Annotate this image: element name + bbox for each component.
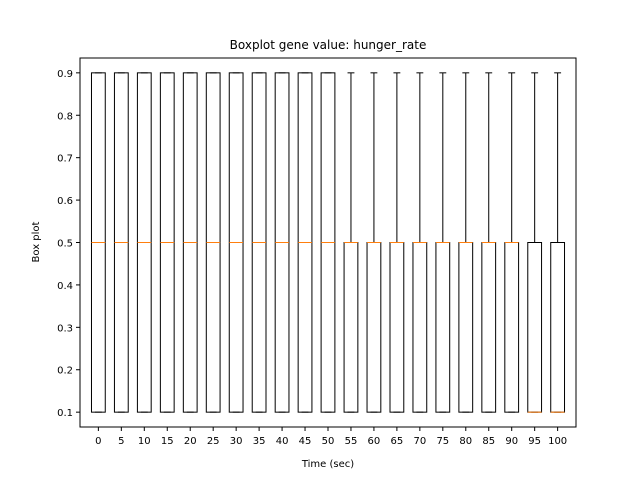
x-axis: 0 5 10 15 20 25 30 35 40 45 50 55 60 65 70 75 80 85 90 95 10… <box>95 427 567 447</box>
plot-area <box>90 72 566 413</box>
y-tick-label: 0.2 <box>57 366 73 377</box>
y-axis: 0.1 0.2 0.3 0.4 0.5 0.6 0.7 0.8 0.9 <box>57 69 80 419</box>
box-65 <box>389 72 405 413</box>
box-80 <box>458 72 474 413</box>
y-tick-label: 0.9 <box>57 69 73 80</box>
x-tick-label: 30 <box>230 436 243 447</box>
iqr-box <box>504 242 520 413</box>
y-tick-label: 0.1 <box>57 408 73 419</box>
box-30 <box>228 72 244 413</box>
box-50 <box>320 72 336 413</box>
box-25 <box>205 72 221 413</box>
iqr-box <box>343 242 359 413</box>
box-75 <box>435 72 451 413</box>
x-tick-label: 100 <box>548 436 567 447</box>
x-tick-label: 65 <box>391 436 404 447</box>
iqr-box <box>458 242 474 413</box>
box-85 <box>481 72 497 413</box>
y-tick-label: 0.8 <box>57 111 73 122</box>
x-tick-label: 50 <box>322 436 335 447</box>
box-45 <box>297 72 313 413</box>
box-35 <box>251 72 267 413</box>
x-tick-label: 20 <box>184 436 197 447</box>
x-tick-label: 90 <box>505 436 518 447</box>
x-tick-label: 5 <box>118 436 124 447</box>
box-60 <box>366 72 382 413</box>
y-tick-label: 0.4 <box>57 281 73 292</box>
x-tick-label: 0 <box>95 436 101 447</box>
x-tick-label: 60 <box>368 436 381 447</box>
x-tick-label: 95 <box>528 436 541 447</box>
chart-title: Boxplot gene value: hunger_rate <box>230 38 427 52</box>
iqr-box <box>412 242 428 413</box>
box-55 <box>343 72 359 413</box>
iqr-box <box>481 242 497 413</box>
box-95 <box>527 72 543 413</box>
x-axis-label: Time (sec) <box>301 459 354 470</box>
y-tick-label: 0.7 <box>57 154 73 165</box>
box-10 <box>136 72 152 413</box>
box-20 <box>182 72 198 413</box>
x-tick-label: 15 <box>161 436 174 447</box>
x-tick-label: 70 <box>413 436 426 447</box>
box-0 <box>90 72 106 413</box>
x-tick-label: 10 <box>138 436 151 447</box>
x-tick-label: 85 <box>482 436 495 447</box>
box-100 <box>550 72 566 413</box>
y-tick-label: 0.6 <box>57 196 73 207</box>
y-axis-label: Box plot <box>31 221 42 262</box>
x-tick-label: 45 <box>299 436 312 447</box>
x-tick-label: 35 <box>253 436 266 447</box>
y-tick-label: 0.3 <box>57 323 73 334</box>
iqr-box <box>527 242 543 413</box>
box-70 <box>412 72 428 413</box>
box-15 <box>159 72 175 413</box>
box-5 <box>113 72 129 413</box>
x-tick-label: 55 <box>345 436 358 447</box>
box-40 <box>274 72 290 413</box>
iqr-box <box>435 242 451 413</box>
x-tick-label: 25 <box>207 436 220 447</box>
iqr-box <box>550 242 566 413</box>
iqr-box <box>366 242 382 413</box>
iqr-box <box>389 242 405 413</box>
x-tick-label: 80 <box>459 436 472 447</box>
x-tick-label: 75 <box>436 436 449 447</box>
plot-frame <box>79 57 577 428</box>
x-tick-label: 40 <box>276 436 289 447</box>
box-90 <box>504 72 520 413</box>
y-tick-label: 0.5 <box>57 239 73 250</box>
